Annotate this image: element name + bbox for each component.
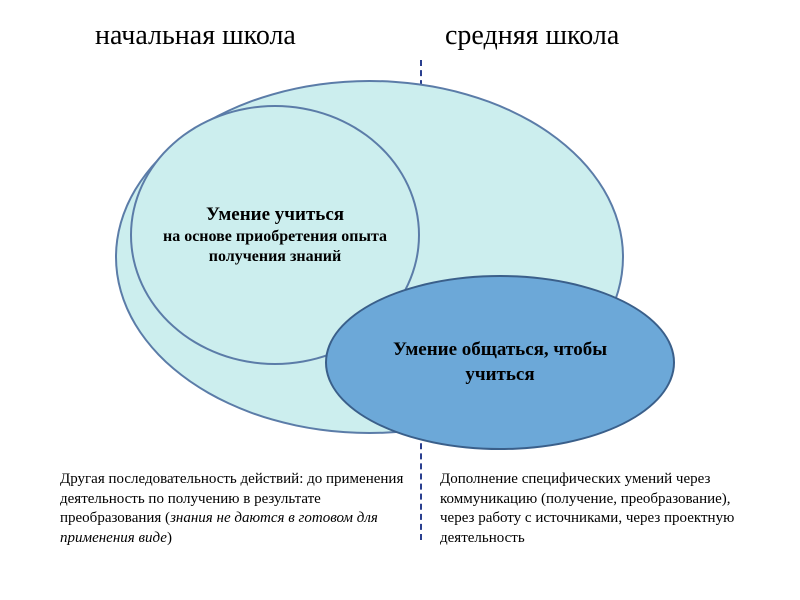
footer-left: Другая последовательность действий: до п… (60, 470, 415, 548)
inner-ellipse-title: Умение учиться (162, 203, 388, 227)
diagram-stage: начальная школа средняя школа Умение учи… (0, 0, 800, 600)
header-right: средняя школа (445, 20, 619, 52)
footer-right: Дополнение специфических умений через ко… (440, 470, 760, 548)
footer-left-tail: ) (167, 530, 172, 546)
right-ellipse-text: Умение общаться, чтобы учиться (367, 338, 633, 387)
inner-ellipse-subtitle: на основе приобретения опыта получения з… (162, 227, 388, 267)
header-left: начальная школа (95, 20, 296, 52)
inner-ellipse-text: Умение учиться на основе приобретения оп… (162, 203, 388, 267)
right-ellipse: Умение общаться, чтобы учиться (325, 275, 675, 450)
